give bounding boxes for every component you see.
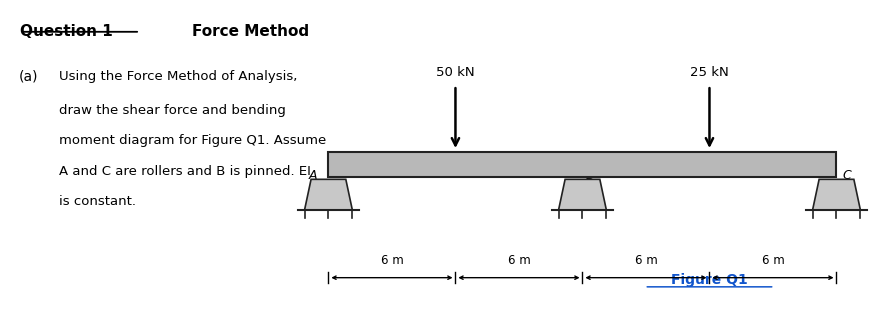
Text: B: B [586, 169, 594, 182]
Polygon shape [558, 179, 607, 210]
Text: (a): (a) [18, 70, 38, 84]
Text: Force Method: Force Method [191, 24, 309, 39]
Text: 50 kN: 50 kN [436, 66, 475, 79]
Polygon shape [813, 179, 860, 210]
Text: 25 kN: 25 kN [690, 66, 729, 79]
Text: A and C are rollers and B is pinned. EI: A and C are rollers and B is pinned. EI [59, 165, 311, 178]
Text: A: A [309, 169, 317, 182]
Polygon shape [304, 179, 352, 210]
Text: Question 1: Question 1 [20, 24, 113, 39]
Text: 6 m: 6 m [508, 254, 531, 267]
Text: 6 m: 6 m [380, 254, 403, 267]
Text: C: C [843, 169, 851, 182]
Text: moment diagram for Figure Q1. Assume: moment diagram for Figure Q1. Assume [59, 134, 327, 147]
Text: draw the shear force and bending: draw the shear force and bending [59, 104, 286, 117]
Text: Using the Force Method of Analysis,: Using the Force Method of Analysis, [59, 70, 298, 83]
Text: 6 m: 6 m [635, 254, 657, 267]
Bar [329, 152, 836, 177]
Text: Figure Q1: Figure Q1 [671, 273, 748, 287]
Text: 6 m: 6 m [761, 254, 784, 267]
Text: is constant.: is constant. [59, 195, 136, 208]
